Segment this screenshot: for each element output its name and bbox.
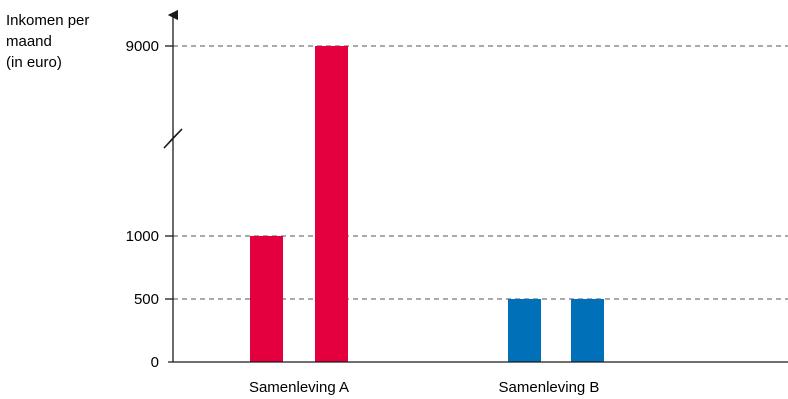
category-labels: Samenleving A Samenleving B [249, 379, 599, 396]
y-tick-label-9000: 9000 [126, 38, 159, 55]
y-axis [163, 9, 183, 362]
y-axis-title-line-2: maand [6, 33, 52, 50]
y-axis-title-line-3: (in euro) [6, 54, 62, 71]
bar-a-1 [250, 236, 283, 362]
y-tick-label-0: 0 [151, 354, 159, 371]
y-axis-title-line-1: Inkomen per [6, 12, 89, 29]
y-tick-label-500: 500 [134, 291, 159, 308]
bar-b-1 [508, 299, 541, 362]
bar-a-2 [315, 46, 348, 362]
y-tick-labels: 0 500 1000 9000 [126, 38, 159, 371]
category-label-b: Samenleving B [499, 379, 600, 396]
y-tick-label-1000: 1000 [126, 228, 159, 245]
y-axis-break-mark [163, 128, 183, 149]
bar-b-2 [571, 299, 604, 362]
category-label-a: Samenleving A [249, 379, 349, 396]
bars [250, 46, 604, 362]
